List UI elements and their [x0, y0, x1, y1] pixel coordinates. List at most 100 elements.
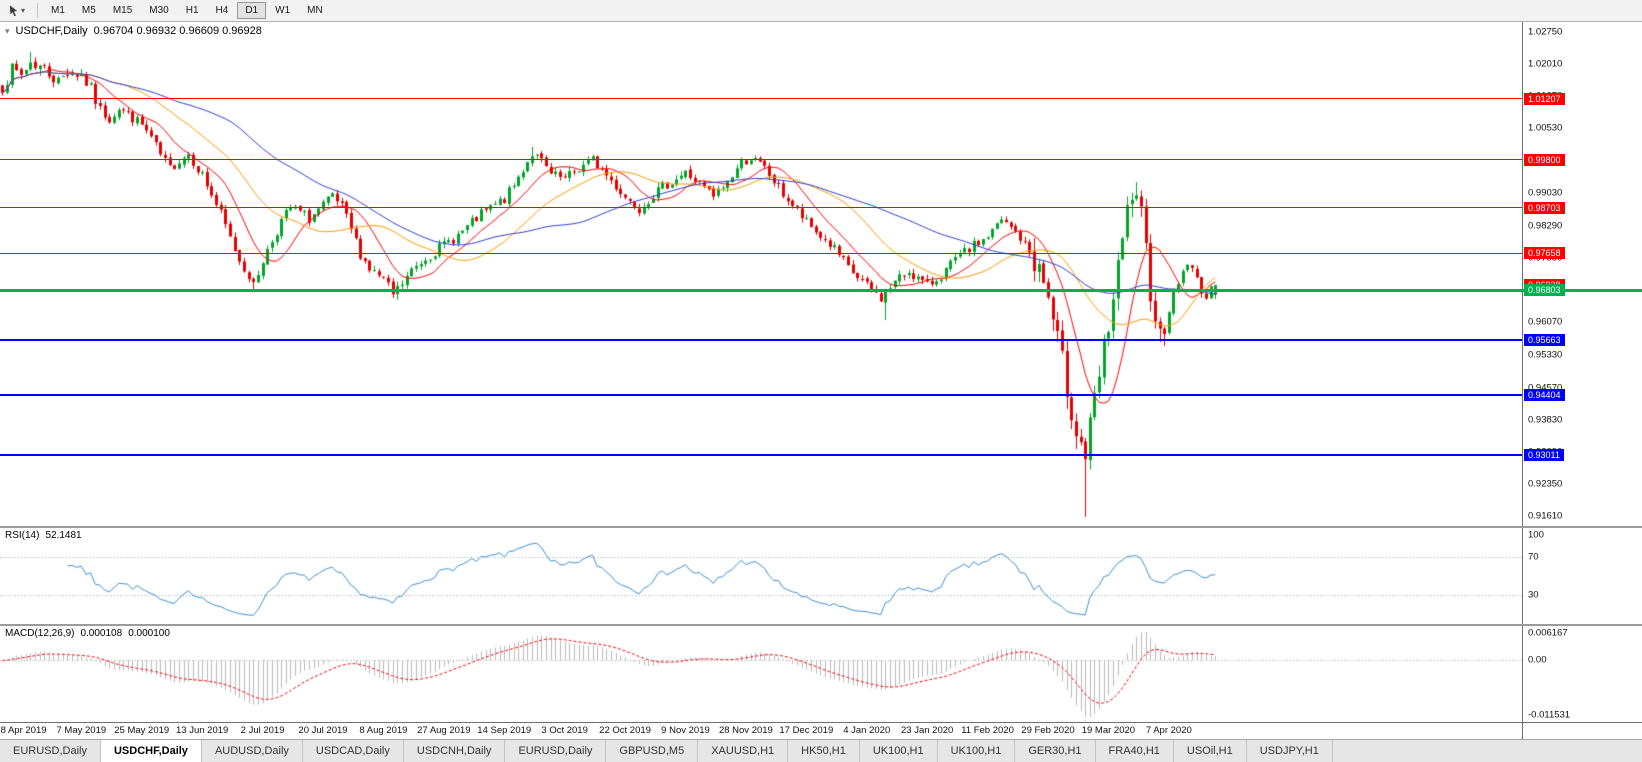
price-level-box: 0.96803 [1524, 284, 1565, 297]
timeframe-button-h4[interactable]: H4 [208, 2, 237, 19]
date-label: 2 Jul 2019 [240, 725, 285, 736]
timeframe-button-m1[interactable]: M1 [43, 2, 73, 19]
timeframe-button-w1[interactable]: W1 [267, 2, 298, 19]
dropdown-caret-icon: ▾ [21, 6, 26, 15]
rsi-canvas [0, 528, 1522, 624]
axis-border [1522, 723, 1523, 739]
cursor-icon [9, 5, 18, 17]
panel-splitter[interactable] [0, 624, 1642, 626]
date-label: 18 Apr 2019 [0, 725, 47, 736]
date-label: 9 Nov 2019 [661, 725, 710, 736]
date-label: 11 Feb 2020 [961, 725, 1014, 736]
macd-main-value: 0.000108 [80, 628, 123, 639]
ohlc-values: 0.96704 0.96932 0.96609 0.96928 [93, 25, 262, 37]
cursor-tool-button[interactable]: ▾ [4, 3, 29, 18]
timeframe-button-h1[interactable]: H1 [178, 2, 207, 19]
chart-area: 1.027501.020101.012701.005300.997900.990… [0, 22, 1642, 739]
axis-tick-label: 100 [1528, 529, 1544, 541]
timeframe-buttons-group: M1 M5 M15 M30 H1 H4 D1 W1 MN [43, 2, 331, 19]
date-label: 29 Feb 2020 [1021, 725, 1075, 736]
axis-tick-label: 0.96070 [1528, 316, 1563, 328]
axis-tick-label: 0.95330 [1528, 349, 1563, 361]
chart-tab-fra40-h1[interactable]: FRA40,H1 [1095, 740, 1174, 762]
axis-tick-label: 0.94570 [1528, 382, 1563, 394]
price-level-box: 0.97658 [1524, 247, 1565, 260]
time-axis[interactable]: 18 Apr 2019 7 May 2019 25 May 2019 13 Jun 2… [0, 722, 1642, 739]
axis-tick-label: 0.98290 [1528, 220, 1563, 232]
chart-tab-uk100-h1[interactable]: UK100,H1 [937, 740, 1016, 762]
date-label: 27 Aug 2019 [417, 725, 471, 736]
chart-tabs-bar: EURUSD,Daily USDCHF,Daily AUDUSD,Daily USDC… [0, 739, 1642, 762]
date-label: 19 Mar 2020 [1081, 725, 1136, 736]
macd-canvas [0, 626, 1522, 722]
axis-tick-label: 30 [1528, 589, 1539, 601]
axis-tick-label: 0.99030 [1528, 187, 1563, 199]
date-label: 4 Jan 2020 [843, 725, 891, 736]
chart-tab-usdjpy-h1[interactable]: USDJPY,H1 [1246, 740, 1333, 762]
date-label: 20 Jul 2019 [298, 725, 348, 736]
rsi-axis[interactable]: 100 70 30 [1522, 528, 1642, 624]
timeframe-button-m5[interactable]: M5 [74, 2, 104, 19]
date-label: 17 Dec 2019 [779, 725, 834, 736]
price-level-box: 0.94404 [1524, 388, 1565, 401]
axis-tick-label: 0.00 [1528, 654, 1547, 666]
price-level-box: 0.93011 [1524, 449, 1564, 462]
panel-splitter[interactable] [0, 526, 1642, 528]
timeframe-button-d1[interactable]: D1 [237, 2, 267, 19]
symbol-period-label: USDCHF,Daily [15, 25, 88, 37]
price-level-box: 0.99800 [1524, 153, 1565, 166]
chart-tab-usdchf-daily[interactable]: USDCHF,Daily [100, 740, 202, 762]
axis-tick-label: 0.006167 [1528, 627, 1568, 639]
price-axis[interactable]: 1.027501.020101.012701.005300.997900.990… [1522, 22, 1642, 526]
rsi-value: 52.1481 [45, 530, 82, 541]
macd-indicator-panel[interactable]: 0.006167 0.00 -0.011531 MACD(12,26,9) 0.00… [0, 626, 1642, 722]
rsi-title: RSI(14) 52.1481 [5, 530, 82, 541]
date-label: 7 Apr 2020 [1145, 725, 1192, 736]
date-label: 13 Jun 2019 [176, 725, 229, 736]
chart-tab-eurusd-daily[interactable]: EURUSD,Daily [505, 740, 607, 762]
axis-tick-label: 0.91610 [1528, 510, 1563, 522]
macd-title: MACD(12,26,9) 0.000108 0.000100 [5, 628, 170, 639]
chart-tab-usoil-h1[interactable]: USOil,H1 [1173, 740, 1247, 762]
macd-signal-value: 0.000100 [128, 628, 170, 639]
axis-tick-label: 70 [1528, 551, 1539, 563]
date-label: 22 Oct 2019 [599, 725, 651, 736]
chart-tab-uk100-h1[interactable]: UK100,H1 [859, 740, 938, 762]
rsi-label: RSI(14) [5, 530, 40, 541]
timeframe-button-m30[interactable]: M30 [141, 2, 176, 19]
rsi-indicator-panel[interactable]: 100 70 30 RSI(14) 52.1481 [0, 528, 1642, 624]
one-click-trading-icon[interactable]: ▾ [5, 26, 10, 36]
chart-tab-eurusd-daily[interactable]: EURUSD,Daily [0, 740, 101, 762]
price-chart-panel[interactable]: 1.027501.020101.012701.005300.997900.990… [0, 22, 1642, 526]
toolbar-separator [37, 3, 39, 18]
chart-tab-usdcad-daily[interactable]: USDCAD,Daily [302, 740, 404, 762]
axis-tick-label: 1.02010 [1528, 58, 1563, 70]
price-level-box: 0.98703 [1524, 201, 1565, 214]
chart-tab-audusd-daily[interactable]: AUDUSD,Daily [201, 740, 303, 762]
date-label: 25 May 2019 [114, 725, 170, 736]
candlestick-canvas[interactable] [0, 22, 1522, 526]
timeframes-toolbar: ▾ M1 M5 M15 M30 H1 H4 D1 W1 MN [0, 0, 1642, 22]
timeframe-button-mn[interactable]: MN [299, 2, 331, 19]
macd-axis[interactable]: 0.006167 0.00 -0.011531 [1522, 626, 1642, 722]
date-label: 23 Jan 2020 [900, 725, 954, 736]
date-label: 8 Aug 2019 [359, 725, 408, 736]
date-label: 7 May 2019 [56, 725, 107, 736]
price-level-box: 1.01207 [1524, 92, 1565, 105]
timeframe-button-m15[interactable]: M15 [105, 2, 140, 19]
macd-label: MACD(12,26,9) [5, 628, 75, 639]
chart-tab-xauusd-h1[interactable]: XAUUSD,H1 [698, 740, 789, 762]
date-label: 14 Sep 2019 [477, 725, 532, 736]
chart-tab-hk50-h1[interactable]: HK50,H1 [788, 740, 860, 762]
axis-tick-label: 1.00530 [1528, 122, 1563, 134]
axis-tick-label: 0.92350 [1528, 478, 1563, 490]
date-label: 3 Oct 2019 [541, 725, 588, 736]
axis-tick-label: 0.93830 [1528, 414, 1563, 426]
chart-tab-usdcnh-daily[interactable]: USDCNH,Daily [403, 740, 506, 762]
price-level-box: 0.95663 [1524, 334, 1565, 347]
chart-tab-ger30-h1[interactable]: GER30,H1 [1015, 740, 1096, 762]
axis-tick-label: -0.011531 [1528, 709, 1571, 721]
chart-tab-gbpusd-m5[interactable]: GBPUSD,M5 [606, 740, 699, 762]
date-label: 28 Nov 2019 [718, 725, 773, 736]
